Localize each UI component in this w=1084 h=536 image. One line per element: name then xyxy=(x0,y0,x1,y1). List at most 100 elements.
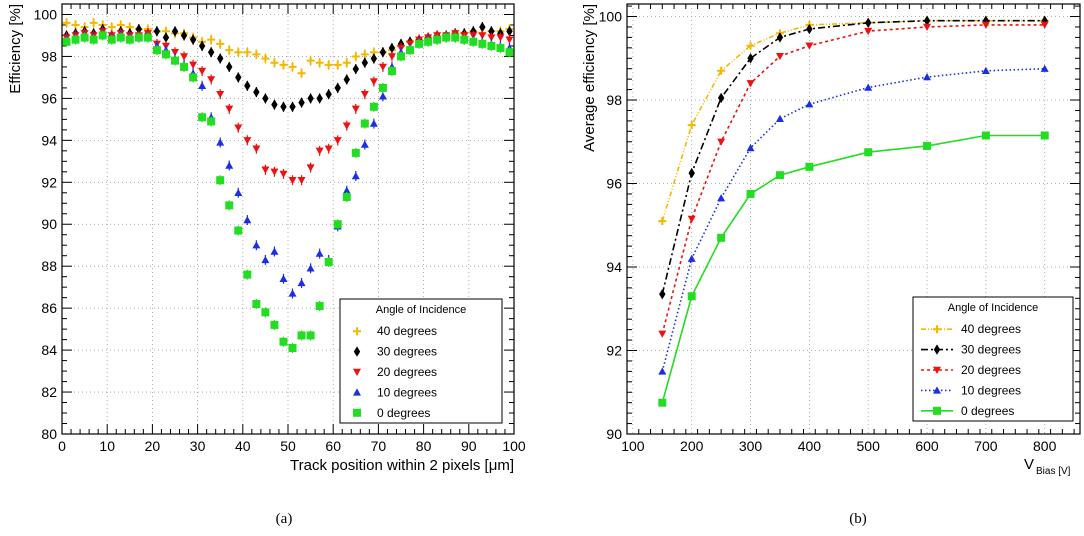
data-point xyxy=(342,186,351,194)
y-tick-label: 100 xyxy=(599,9,623,25)
y-axis-label: Efficiency [%] xyxy=(7,4,24,94)
data-point xyxy=(315,249,324,257)
y-tick-label: 90 xyxy=(606,426,622,442)
data-point xyxy=(746,144,755,152)
data-point xyxy=(62,18,71,27)
average-efficiency-vs-bias-chart: 100 200 300 400 500 600 700 800 90 92 94 96 98 100 V Bi… xyxy=(581,3,1081,477)
data-point xyxy=(279,170,288,178)
data-point xyxy=(135,23,143,35)
data-point xyxy=(270,58,279,67)
data-point xyxy=(746,41,755,50)
data-point xyxy=(505,36,514,44)
data-point xyxy=(306,331,315,340)
data-point xyxy=(252,299,261,308)
axis-ticks xyxy=(61,3,515,435)
x-tick-label: 0 xyxy=(58,438,66,454)
y-tick-label: 92 xyxy=(41,174,57,190)
x-tick-label: 600 xyxy=(915,438,939,454)
data-point xyxy=(98,31,107,40)
data-point xyxy=(351,172,360,180)
data-point xyxy=(747,53,754,64)
data-point xyxy=(207,35,216,44)
data-point xyxy=(306,264,315,272)
data-point xyxy=(343,74,350,85)
data-point xyxy=(415,39,424,48)
data-point xyxy=(235,72,242,83)
x-tick-label: 100 xyxy=(502,438,526,454)
data-point xyxy=(261,166,270,174)
data-point xyxy=(981,21,990,29)
data-point xyxy=(198,40,206,52)
y-tick-label: 96 xyxy=(606,176,622,192)
data-point xyxy=(261,54,270,63)
data-point xyxy=(981,131,990,140)
data-point xyxy=(478,39,487,48)
data-point xyxy=(189,73,198,82)
data-point xyxy=(1040,21,1049,29)
x-tick-label: 50 xyxy=(280,438,296,454)
data-point xyxy=(776,32,784,43)
data-point xyxy=(234,226,243,235)
y-tick-label: 94 xyxy=(41,132,57,148)
data-point xyxy=(658,330,667,338)
data-point xyxy=(252,145,261,153)
axis-ticks xyxy=(626,4,1080,435)
series-30-degrees xyxy=(659,15,1048,300)
data-point xyxy=(298,97,305,108)
data-point xyxy=(89,35,98,44)
data-point xyxy=(333,137,342,145)
legend-label-30-degrees: 30 degrees xyxy=(961,343,1021,357)
data-point xyxy=(387,53,396,61)
series-0-degrees xyxy=(62,30,514,353)
data-point xyxy=(216,39,225,48)
y-tick-label: 84 xyxy=(41,342,57,358)
data-point xyxy=(261,308,270,317)
data-point xyxy=(198,113,207,122)
data-point xyxy=(225,105,234,113)
data-point xyxy=(746,80,755,88)
legend-label-20-degrees: 20 degrees xyxy=(961,363,1021,377)
y-tick-label: 92 xyxy=(606,343,622,359)
data-point xyxy=(207,117,216,126)
data-point xyxy=(153,26,161,37)
data-point xyxy=(387,67,396,76)
data-point xyxy=(369,119,378,127)
y-tick-label: 98 xyxy=(41,48,57,64)
data-point xyxy=(370,53,378,64)
x-tick-label: 10 xyxy=(99,438,115,454)
data-point xyxy=(342,192,351,201)
data-point xyxy=(297,331,306,340)
data-point xyxy=(775,171,784,180)
data-point xyxy=(397,52,405,61)
data-point xyxy=(288,344,297,352)
data-point xyxy=(306,164,315,172)
x-tick-label: 100 xyxy=(621,438,645,454)
legend-title: Angle of Incidence xyxy=(948,302,1039,314)
data-point xyxy=(271,99,278,110)
data-point xyxy=(162,32,170,43)
legend-marker-0-degrees xyxy=(353,408,361,417)
data-point xyxy=(261,255,270,264)
data-point xyxy=(379,47,387,58)
data-point xyxy=(360,50,369,59)
data-point xyxy=(217,53,224,64)
data-point xyxy=(225,161,234,169)
data-point xyxy=(688,167,695,179)
x-tick-label: 20 xyxy=(145,438,161,454)
data-point xyxy=(116,33,125,42)
data-point xyxy=(316,93,323,104)
series-40-degrees xyxy=(658,16,1049,226)
data-point xyxy=(134,33,143,42)
x-axis-label: Track position within 2 pixels [μm] xyxy=(290,457,514,474)
data-point xyxy=(207,76,216,84)
x-tick-label: 200 xyxy=(680,438,704,454)
data-point xyxy=(180,30,188,41)
data-point xyxy=(775,114,784,123)
data-point xyxy=(424,37,433,46)
data-point xyxy=(62,37,71,46)
data-point xyxy=(189,61,198,69)
data-point xyxy=(460,35,469,44)
legend-label-10-degrees: 10 degrees xyxy=(377,385,437,399)
data-point xyxy=(806,23,813,35)
legend-label-0-degrees: 0 degrees xyxy=(961,404,1014,418)
